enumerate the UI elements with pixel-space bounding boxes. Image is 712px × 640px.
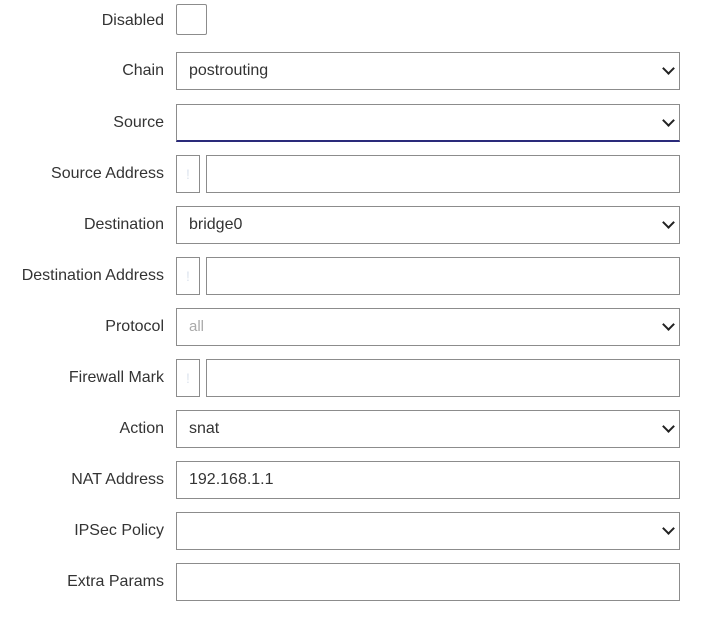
row-nat-address: NAT Address 192.168.1.1	[0, 461, 712, 499]
disabled-checkbox[interactable]	[176, 4, 207, 35]
chain-select[interactable]: postrouting	[176, 52, 680, 90]
extra-params-input[interactable]	[176, 563, 680, 601]
destination-address-negate-toggle[interactable]: !	[176, 257, 200, 295]
chain-value: postrouting	[189, 62, 269, 79]
chevron-down-icon	[662, 216, 675, 229]
action-select[interactable]: snat	[176, 410, 680, 448]
label-destination-address: Destination Address	[21, 267, 164, 284]
nat-address-value: 192.168.1.1	[189, 471, 274, 488]
chevron-down-icon	[662, 318, 675, 331]
protocol-select[interactable]: all	[176, 308, 680, 346]
label-chain: Chain	[122, 62, 164, 79]
protocol-placeholder: all	[189, 318, 205, 335]
ipsec-policy-select[interactable]	[176, 512, 680, 550]
label-action: Action	[119, 420, 164, 437]
row-chain: Chain postrouting	[0, 52, 712, 90]
destination-address-input[interactable]	[206, 257, 680, 295]
chevron-down-icon	[662, 420, 675, 433]
source-address-negate-toggle[interactable]: !	[176, 155, 200, 193]
chevron-down-icon	[662, 62, 675, 75]
row-destination: Destination bridge0	[0, 206, 712, 244]
label-destination: Destination	[83, 216, 164, 233]
chevron-down-icon	[662, 114, 675, 127]
firewall-mark-input[interactable]	[206, 359, 680, 397]
row-source-address: Source Address !	[0, 155, 712, 193]
row-firewall-mark: Firewall Mark !	[0, 359, 712, 397]
row-destination-address: Destination Address !	[0, 257, 712, 295]
row-disabled: Disabled	[0, 4, 712, 45]
nat-address-input[interactable]: 192.168.1.1	[176, 461, 680, 499]
label-ipsec-policy: IPSec Policy	[74, 522, 164, 539]
label-nat-address: NAT Address	[71, 471, 164, 488]
label-firewall-mark: Firewall Mark	[68, 369, 164, 386]
source-address-input[interactable]	[206, 155, 680, 193]
action-value: snat	[189, 420, 220, 437]
row-action: Action snat	[0, 410, 712, 448]
row-extra-params: Extra Params	[0, 563, 712, 601]
label-source-address: Source Address	[51, 165, 164, 182]
firewall-mark-negate-toggle[interactable]: !	[176, 359, 200, 397]
chevron-down-icon	[662, 522, 675, 535]
label-source: Source	[113, 114, 164, 131]
label-disabled: Disabled	[101, 12, 164, 29]
source-select[interactable]	[176, 104, 680, 142]
destination-value: bridge0	[189, 216, 243, 233]
label-protocol: Protocol	[105, 318, 164, 335]
row-ipsec-policy: IPSec Policy	[0, 512, 712, 550]
label-extra-params: Extra Params	[67, 573, 164, 590]
row-source: Source	[0, 104, 712, 142]
destination-select[interactable]: bridge0	[176, 206, 680, 244]
row-protocol: Protocol all	[0, 308, 712, 346]
